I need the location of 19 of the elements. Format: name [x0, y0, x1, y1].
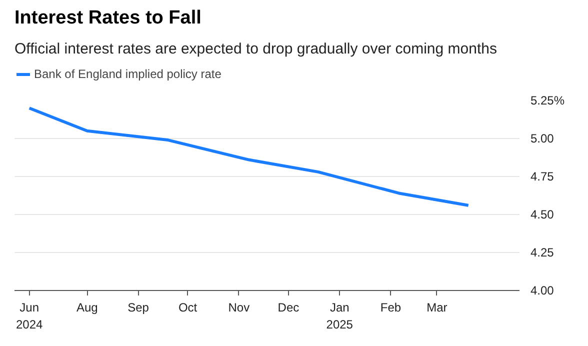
line-series — [28, 106, 470, 207]
legend-label: Bank of England implied policy rate — [34, 67, 222, 81]
x-tick-label: Mar — [426, 300, 448, 314]
x-tick-label: Sep — [128, 300, 150, 314]
x-tick-label: Dec — [278, 300, 300, 314]
x-tick-label: Nov — [228, 300, 250, 314]
y-tick-label: 5.25% — [530, 94, 565, 108]
y-tick-label: 4.75 — [530, 170, 554, 184]
y-tick-label: 5.00 — [530, 132, 554, 146]
y-tick-label: 4.50 — [530, 208, 554, 222]
x-tick-label: Jun 2024 — [16, 300, 44, 332]
chart-title: Interest Rates to Fall — [14, 8, 202, 28]
x-tick-label: Jan 2025 — [326, 300, 354, 332]
y-tick-label: 4.00 — [530, 284, 554, 298]
y-tick-label: 4.25 — [530, 246, 554, 260]
x-tick-label: Aug — [76, 300, 98, 314]
x-tick-label: Feb — [380, 300, 402, 314]
chart-subtitle: Official interest rates are expected to drop gradually over coming months — [14, 40, 497, 58]
x-tick-label: Oct — [178, 300, 198, 314]
